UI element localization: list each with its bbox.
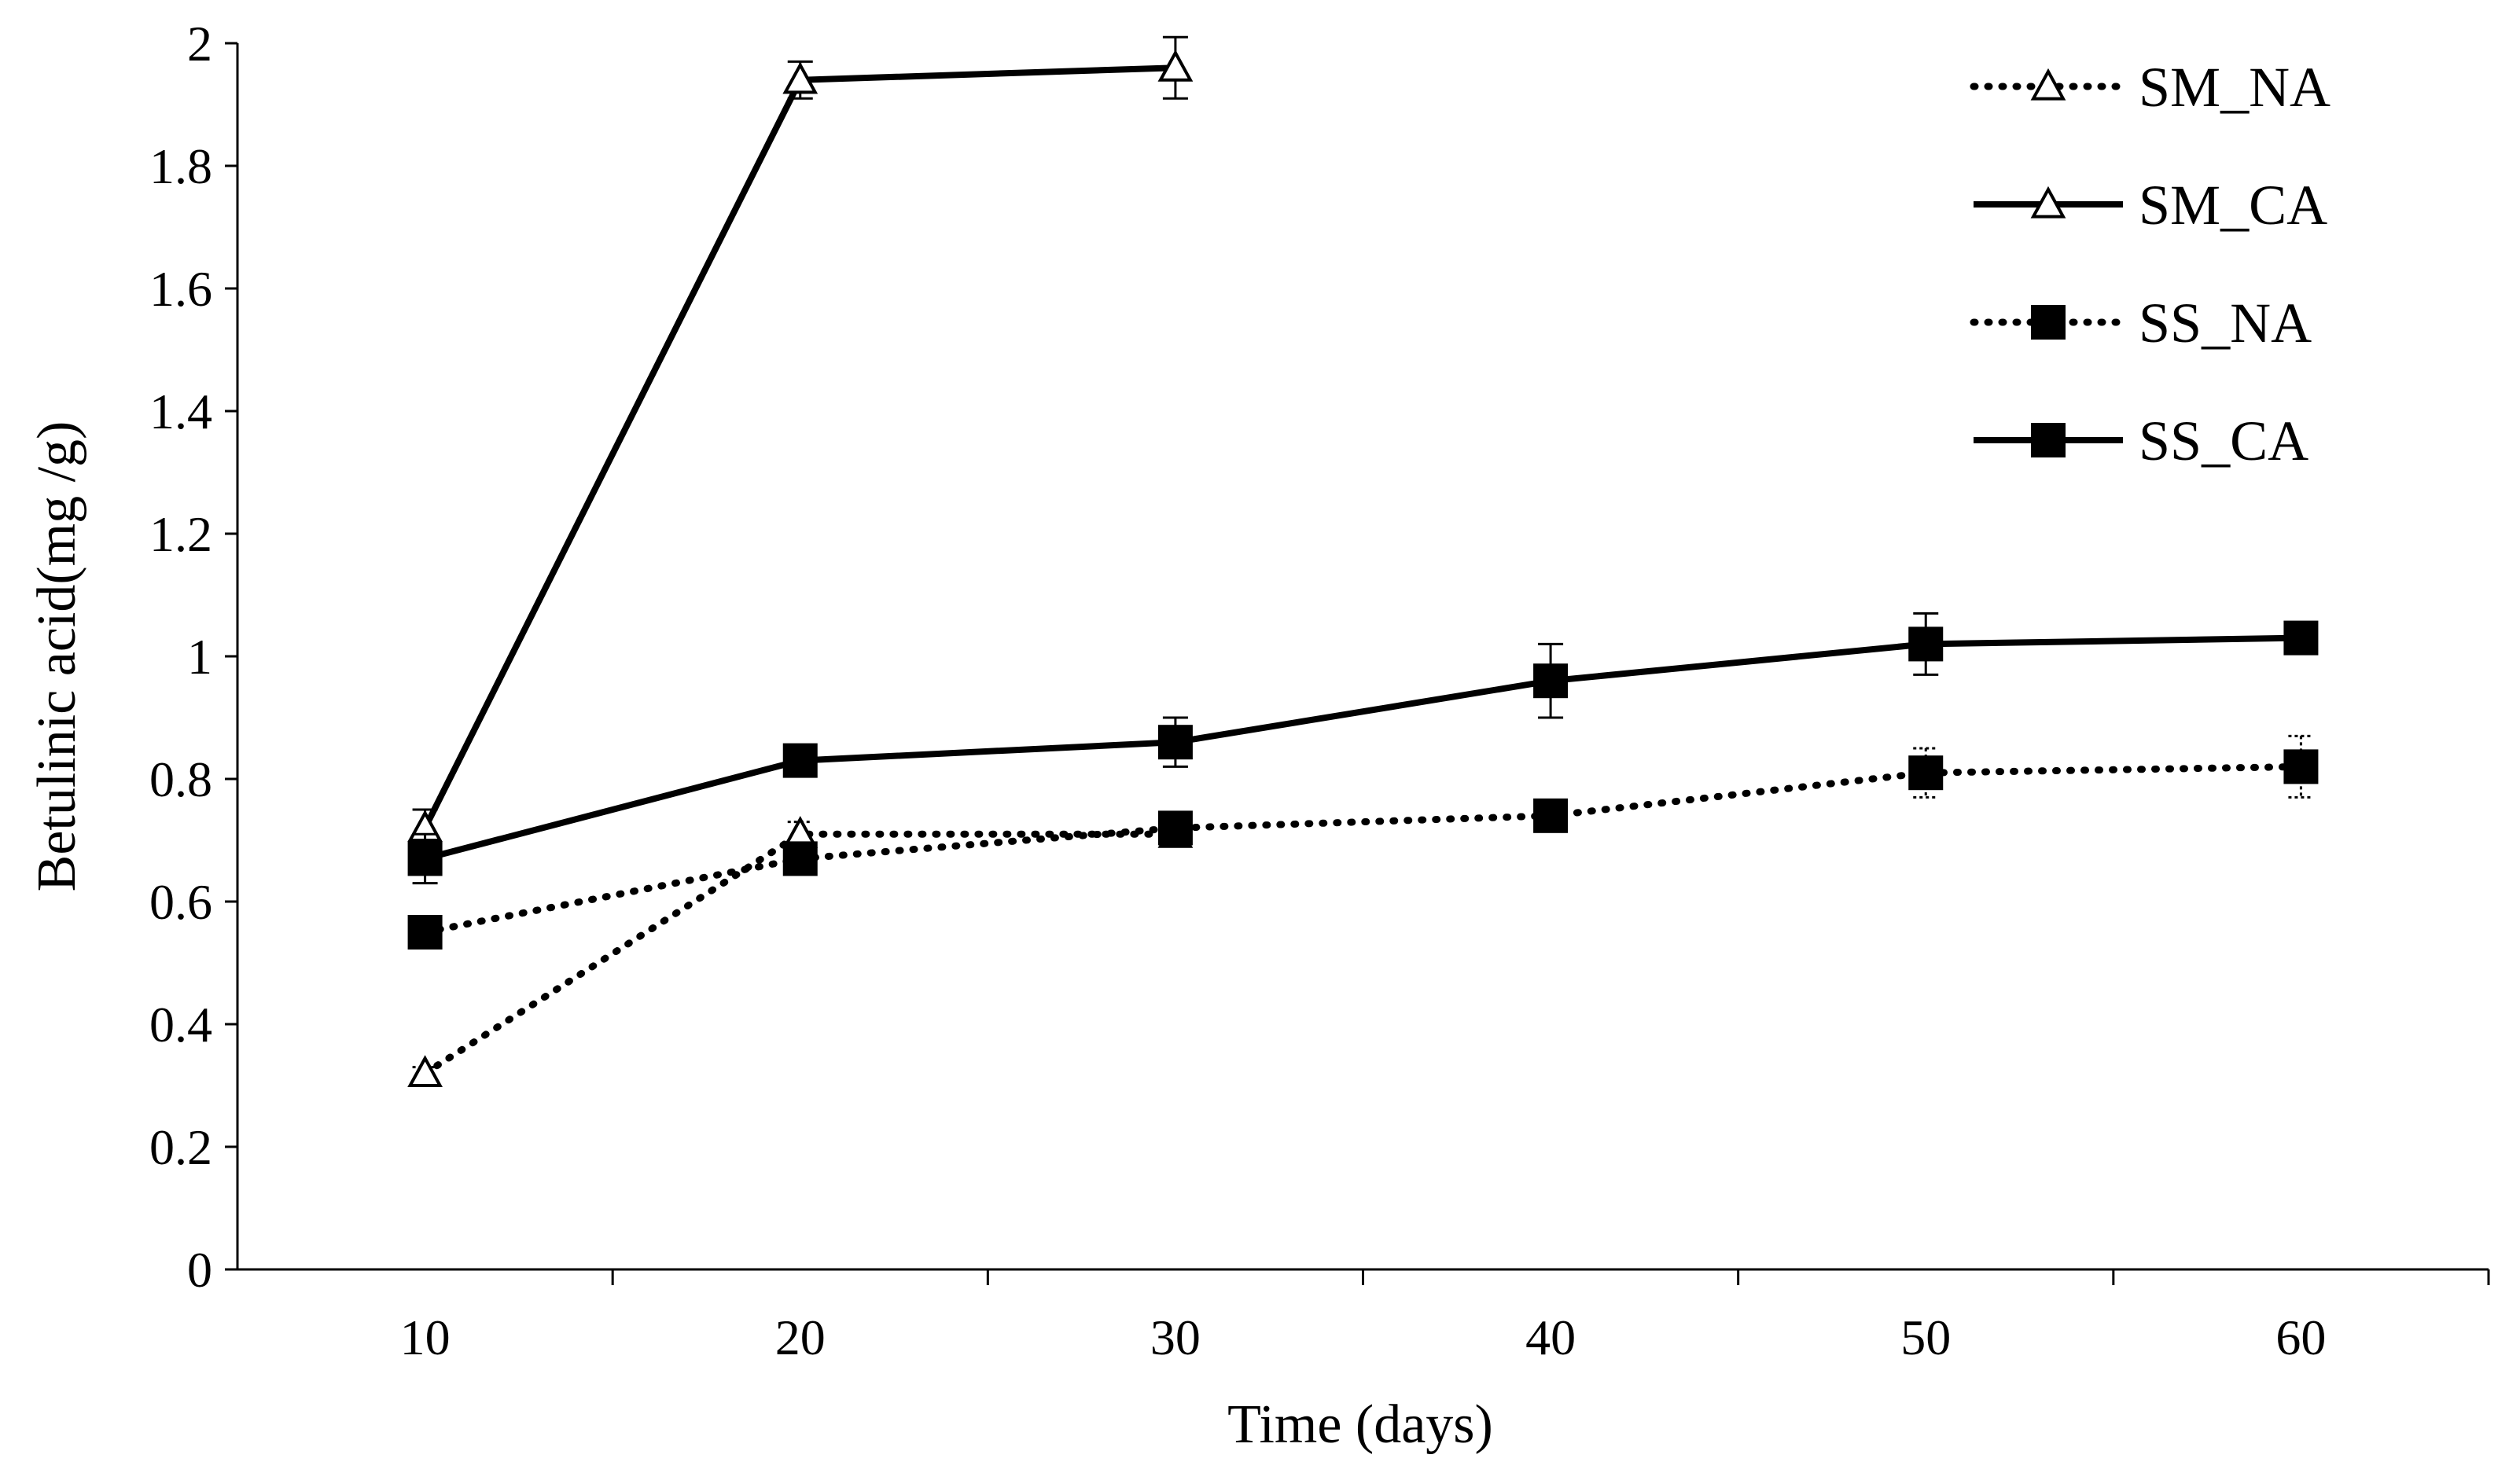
series-line — [421, 830, 1179, 1077]
data-point — [1908, 626, 1944, 662]
y-tick-label: 0.6 — [149, 874, 212, 930]
data-point — [1908, 755, 1944, 791]
y-tick-label: 1 — [187, 629, 212, 685]
series-line — [424, 634, 2301, 862]
x-tick-label: 60 — [2275, 1310, 2326, 1365]
series-SS_CA — [407, 612, 2319, 885]
y-tick-label: 1.6 — [149, 261, 212, 317]
legend-label: SM_NA — [2139, 56, 2331, 119]
y-tick-label: 0.8 — [149, 751, 212, 807]
series-SM_CA — [407, 35, 1194, 848]
axes: 0 0.2 0.4 0.6 0.8 1 1.2 1.4 1.6 1.8 2 10 20 30 40 50 60 — [149, 16, 2490, 1365]
y-tick-label: 0.2 — [149, 1119, 212, 1175]
x-tick-label: 20 — [775, 1310, 826, 1365]
data-point — [1533, 798, 1569, 833]
legend-entry-SM_NA: SM_NA — [1970, 56, 2331, 119]
x-axis-title: Time (days) — [1227, 1394, 1493, 1455]
y-tick-label: 1.2 — [149, 506, 212, 562]
x-tick-label: 50 — [1900, 1310, 1951, 1365]
data-point — [1533, 663, 1569, 699]
series-line — [421, 762, 2305, 936]
x-tick-label: 40 — [1525, 1310, 1576, 1365]
y-tick-label: 0 — [187, 1242, 212, 1298]
data-point — [1157, 810, 1193, 846]
data-point — [782, 61, 819, 94]
legend-marker — [2030, 186, 2066, 219]
y-tick-label: 1.8 — [149, 138, 212, 194]
series-layer — [407, 35, 2319, 1087]
x-tick-label: 30 — [1150, 1310, 1201, 1365]
data-point — [1157, 50, 1194, 82]
legend-marker — [2031, 423, 2066, 457]
data-point — [2283, 749, 2319, 784]
data-point — [407, 915, 443, 950]
series-SS_NA — [407, 734, 2319, 950]
data-point — [782, 841, 818, 876]
legend-entry-SS_NA: SS_NA — [1970, 292, 2312, 354]
y-tick-label: 0.4 — [149, 997, 212, 1052]
series-line — [422, 64, 1176, 830]
legend-label: SS_CA — [2139, 410, 2308, 472]
legend-label: SS_NA — [2139, 292, 2312, 354]
data-point — [782, 743, 818, 778]
legend-marker — [2030, 68, 2066, 101]
data-point — [407, 1055, 443, 1087]
y-axis-title: Betulinic acid(mg /g) — [27, 421, 87, 892]
legend: SM_NA SM_CA SS_NA SS_CA — [1970, 56, 2331, 472]
data-point — [407, 841, 443, 876]
data-point — [2283, 620, 2319, 656]
legend-label: SM_CA — [2139, 174, 2327, 237]
legend-entry-SM_CA: SM_CA — [1974, 174, 2327, 237]
data-point — [1157, 725, 1193, 760]
legend-entry-SS_CA: SS_CA — [1974, 410, 2308, 472]
y-tick-label: 1.4 — [149, 384, 212, 439]
legend-marker — [2031, 305, 2066, 340]
y-tick-label: 2 — [187, 16, 212, 72]
x-tick-label: 10 — [400, 1310, 451, 1365]
